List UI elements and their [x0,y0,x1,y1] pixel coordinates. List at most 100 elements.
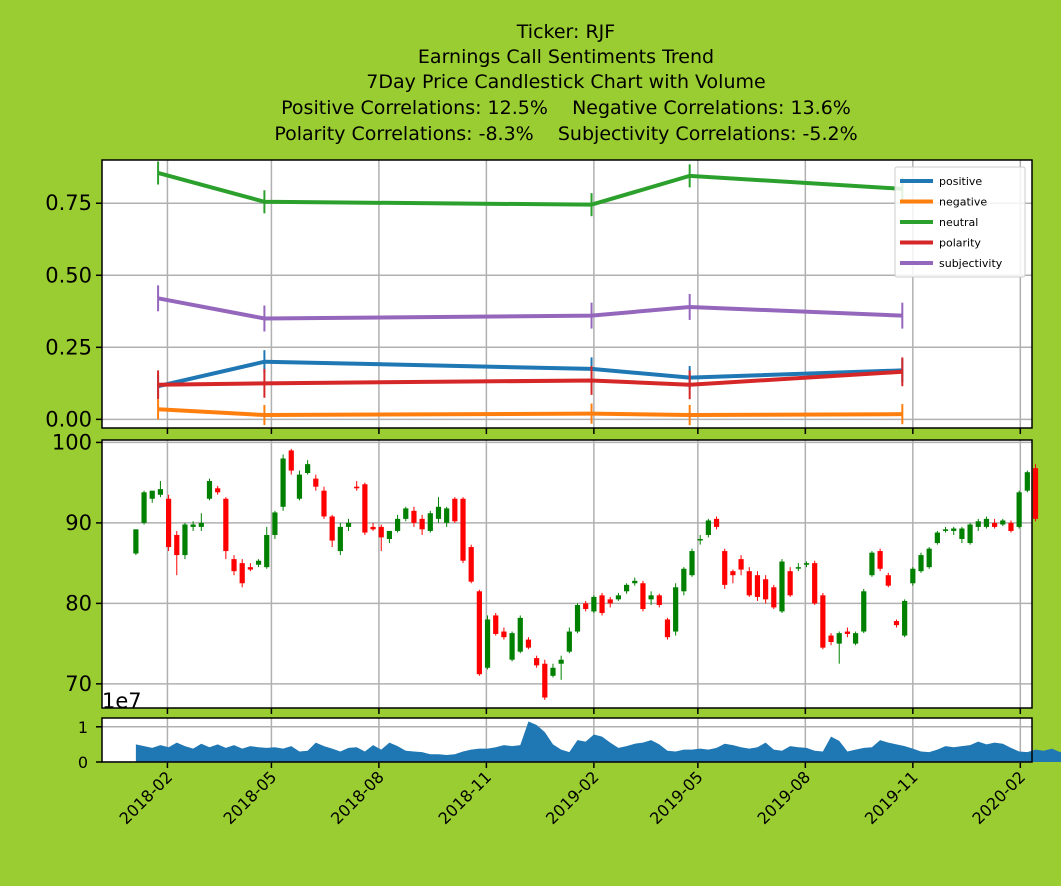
sentiment-frame [101,159,1033,429]
y-tick-label: 1 [78,718,88,737]
candle-body [812,563,818,604]
candle-body [264,534,270,568]
candle-body [329,516,335,541]
candle-body [877,551,883,569]
candle-body [893,621,900,626]
volume-area-fill [135,721,1061,762]
candle-body [550,667,556,676]
candle-body [951,528,957,531]
legend-box [894,166,1026,278]
title-ticker: Ticker: RJF [516,21,615,43]
candle-body [182,524,188,556]
candle-body [697,538,703,541]
candle-body [517,617,523,652]
candle-body [435,506,442,519]
candle-body [738,559,744,570]
legend-label-neutral: neutral [939,216,978,229]
candle-body [394,518,401,531]
candle-body [231,559,237,572]
candle-body [713,518,720,527]
candle-body [460,498,466,561]
candle-body [198,522,204,527]
candle-body [942,529,949,531]
candle-body [1008,522,1014,531]
candle-body [673,587,679,632]
candle-body [223,498,229,552]
candle-body [427,513,433,531]
x-tick-label: 2018-08 [327,767,388,828]
volume-panel: 01 1e7 [78,689,1061,772]
candle-body [133,529,139,554]
candle-body [836,633,842,644]
x-axis: 2018-02 2018-05 2018-08 2018-11 2019-02 2019-… [116,767,1030,828]
candle-body [844,631,851,634]
candle-body [975,521,981,527]
candle-body [746,571,752,596]
candle-body [542,663,548,698]
candle-body [484,619,491,668]
candle-body [501,631,507,638]
candle-body [370,526,376,530]
sentiment-y-axis: 0.00 0.25 0.50 0.75 [45,191,102,431]
y-tick-label: 70 [65,672,92,696]
candle-body [910,568,916,584]
x-tick-label: 2019-02 [542,767,603,828]
candle-body [640,583,646,610]
candle-body [730,571,736,576]
candle-body [615,595,622,600]
candle-body [992,522,998,527]
candle-body [534,658,540,666]
y-tick-label: 0.25 [45,335,92,359]
title-main: Earnings Call Sentiments Trend [418,46,714,68]
candle-body [345,522,352,527]
candle-body [983,518,990,527]
candle-body [476,591,482,675]
candle-body [1000,520,1006,525]
x-tick-label: 2018-05 [220,767,281,828]
candle-body [934,532,940,544]
candle-body [959,528,965,539]
candle-body [648,595,654,600]
candle-body [149,490,155,499]
volume-scale-label: 1e7 [102,689,142,713]
y-tick-label: 80 [65,591,92,615]
candle-body [354,486,360,489]
legend-label-positive: positive [939,175,982,188]
x-tick-label: 2019-08 [753,767,814,828]
candle-body [403,508,409,519]
candle-body [272,512,278,535]
candle-body [1016,492,1022,527]
candle-body [174,534,180,556]
candle-body [763,579,769,600]
candle-body [926,548,932,568]
sentiment-series [157,161,904,426]
candle-body [239,563,245,584]
candle-body [452,498,458,522]
title-correlations-pos-neg: Positive Correlations: 12.5% Negative Co… [281,97,851,119]
price-grid [102,440,1032,714]
candle-body [689,551,695,576]
x-tick-label: 2018-02 [116,767,177,828]
price-frame [101,439,1033,709]
candle-body [902,600,908,636]
candle-body [607,599,613,604]
sentiment-plot-area [102,160,1032,428]
candle-body [852,633,859,644]
candle-body [787,571,793,596]
candle-body [820,595,826,648]
candle-body [664,619,671,638]
candle-body [509,633,515,660]
volume-area [135,721,1061,762]
x-tick-label: 2019-11 [861,767,922,828]
y-tick-label: 0.50 [45,263,92,287]
candle-body [632,580,638,584]
candle-body [681,568,687,592]
candle-body [280,458,286,507]
candle-body [558,659,564,664]
candle-body [599,595,605,614]
y-tick-label: 90 [65,511,92,535]
candle-body [574,604,581,632]
y-tick-label: 0.00 [45,407,92,431]
candle-body [313,478,319,487]
